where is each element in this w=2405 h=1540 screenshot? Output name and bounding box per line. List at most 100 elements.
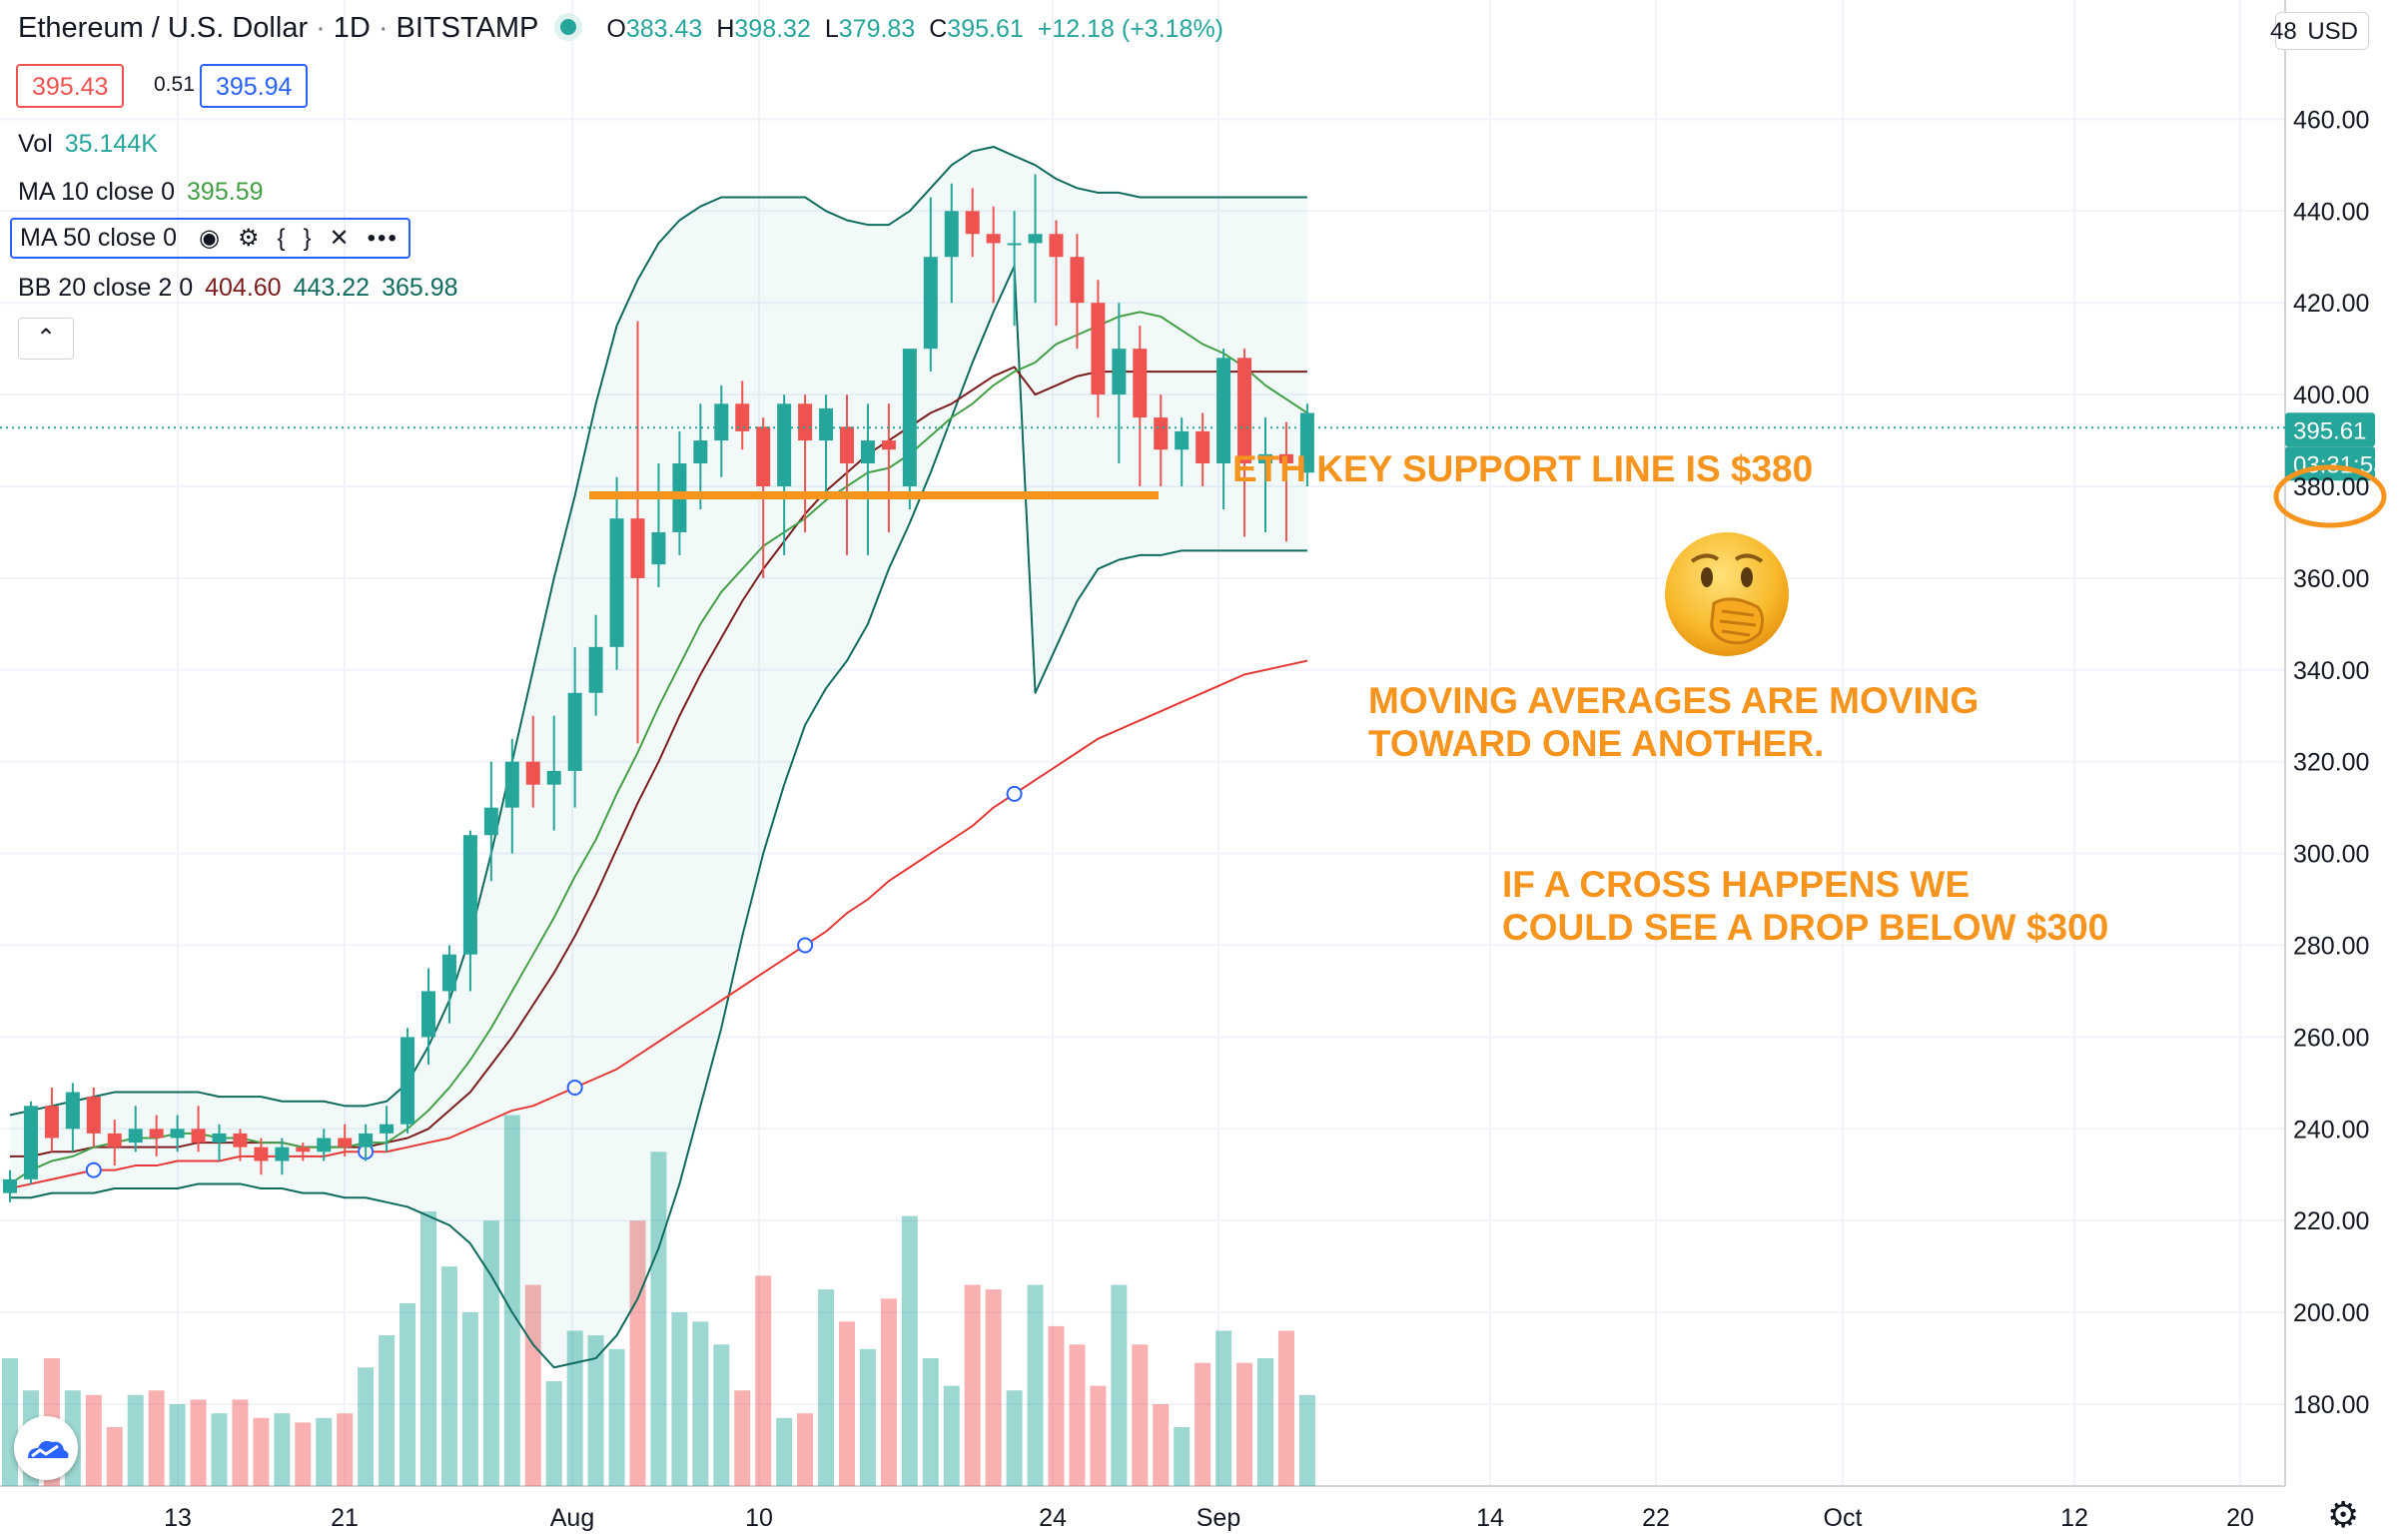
candle-body — [1278, 453, 1293, 464]
volume-bar — [1174, 1426, 1191, 1486]
volume-bar — [713, 1344, 730, 1486]
volume-bar — [566, 1330, 583, 1486]
candle-body — [441, 954, 456, 992]
candle-body — [819, 407, 834, 441]
price-scale: 180.00 200.00 220.00 240.00 260.00 280.00 300.… — [2293, 106, 2369, 1419]
close-value: 395.61 — [947, 15, 1024, 43]
candle-body — [1237, 358, 1252, 464]
volume-bar — [1027, 1284, 1044, 1486]
more-icon[interactable]: ••• — [367, 225, 399, 252]
annotation-support: ETH KEY SUPPORT LINE IS $380 — [1232, 448, 1814, 489]
volume-bar — [1277, 1330, 1294, 1486]
symbol-name[interactable]: Ethereum / U.S. Dollar — [18, 12, 309, 44]
volume-bar — [524, 1284, 541, 1486]
face-hand-over-mouth-icon — [1665, 532, 1789, 656]
countdown-label: 03:31:53 — [2293, 451, 2386, 478]
volume-bar — [1111, 1284, 1128, 1486]
volume-bar — [253, 1417, 270, 1486]
candle-body — [965, 211, 980, 235]
indicator-volume[interactable]: Vol 35.144K — [18, 130, 158, 158]
volume-bar — [190, 1399, 207, 1486]
volume-bar — [1069, 1344, 1086, 1486]
candle-body — [1049, 234, 1064, 258]
candle-body — [1070, 257, 1085, 304]
candle-body — [44, 1106, 59, 1139]
indicator-ma10[interactable]: MA 10 close 0 395.59 — [18, 178, 264, 206]
time-tick-label: Oct — [1824, 1504, 1863, 1532]
candle-body — [212, 1133, 227, 1144]
volume-bar — [818, 1289, 835, 1486]
close-icon[interactable]: ✕ — [329, 225, 368, 252]
candle-body — [1154, 417, 1169, 450]
time-tick-label: 22 — [1642, 1504, 1670, 1532]
currency-button[interactable]: 48 USD — [2270, 12, 2369, 50]
price-tick-label: 240.00 — [2293, 1116, 2369, 1144]
candle-body — [840, 426, 854, 464]
candle-body — [86, 1097, 101, 1134]
candle-body — [3, 1178, 17, 1193]
price-tick-label: 380.00 — [2293, 473, 2369, 501]
time-tick-label: 24 — [1039, 1504, 1067, 1532]
volume-bar — [1006, 1390, 1023, 1486]
annotation-ma-line1: MOVING AVERAGES ARE MOVING — [1368, 680, 1980, 721]
collapse-legend-button[interactable]: ⌃ — [18, 318, 74, 360]
candle-body — [421, 991, 435, 1038]
candle-body — [1028, 234, 1043, 244]
volume-bar — [420, 1211, 436, 1486]
annotation-ma-line2: TOWARD ONE ANOTHER. — [1368, 723, 1825, 764]
candle-body — [170, 1129, 185, 1139]
buy-price-button[interactable]: 395.94 — [200, 64, 309, 108]
candle-body — [1258, 453, 1272, 464]
candle-body — [275, 1147, 290, 1161]
volume-bar — [106, 1426, 123, 1486]
candle-body — [651, 531, 666, 565]
candle-body — [359, 1133, 374, 1148]
candle-body — [191, 1129, 206, 1144]
volume-bar — [211, 1413, 228, 1486]
chart-settings-icon[interactable]: ⚙ — [2327, 1494, 2360, 1535]
interval-label[interactable]: 1D — [333, 12, 371, 44]
volume-bar — [964, 1284, 981, 1486]
volume-bar — [337, 1413, 354, 1486]
braces-icon[interactable]: {} — [277, 225, 330, 252]
volume-bar — [169, 1404, 186, 1486]
chart-legend-header: Ethereum / U.S. Dollar · 1D · BITSTAMP O383.4… — [18, 12, 1237, 45]
volume-bars — [2, 1115, 1315, 1486]
volume-bar — [901, 1215, 918, 1486]
indicator-ma50[interactable]: MA 50 close 0 ◉⚙{}✕••• — [10, 218, 410, 259]
candle-body — [798, 403, 813, 441]
change-value: +12.18 (+3.18%) — [1037, 15, 1224, 43]
candle-body — [1196, 430, 1210, 464]
spread-value: 0.51 — [154, 73, 195, 96]
candle-body — [546, 770, 561, 785]
gear-icon[interactable]: ⚙ — [237, 225, 278, 252]
time-tick-label: 14 — [1476, 1504, 1504, 1532]
candle-body — [149, 1129, 164, 1139]
bollinger-lower-line — [10, 265, 1307, 1369]
candle-body — [923, 257, 938, 350]
price-tick-label: 320.00 — [2293, 749, 2369, 777]
price-tick-label: 280.00 — [2293, 933, 2369, 961]
indicator-bollinger[interactable]: BB 20 close 2 0 404.60 443.22 365.98 — [18, 274, 458, 302]
volume-bar — [859, 1348, 876, 1486]
eye-icon[interactable]: ◉ — [199, 225, 238, 252]
ma50-marker — [566, 1079, 583, 1096]
sell-price-button[interactable]: 395.43 — [16, 64, 125, 108]
time-tick-label: 10 — [745, 1504, 773, 1532]
price-tick-label: 460.00 — [2293, 106, 2369, 134]
ohlc-values: O383.43 H398.32 L379.83 C395.61 +12.18 (+3.1… — [606, 15, 1224, 43]
candle-body — [504, 761, 519, 808]
candle-body — [1112, 349, 1127, 395]
time-tick-label: 20 — [2226, 1504, 2254, 1532]
bollinger-fill — [10, 146, 1307, 1368]
market-status-icon — [560, 19, 577, 36]
candle-body — [128, 1129, 143, 1144]
annotation-cross-line2: COULD SEE A DROP BELOW $300 — [1502, 907, 2109, 948]
volume-bar — [379, 1335, 396, 1486]
candlesticks — [3, 174, 1314, 1202]
volume-bar — [671, 1312, 688, 1486]
tradingview-logo[interactable] — [14, 1416, 78, 1480]
candle-body — [380, 1124, 395, 1134]
candle-body — [23, 1106, 38, 1179]
